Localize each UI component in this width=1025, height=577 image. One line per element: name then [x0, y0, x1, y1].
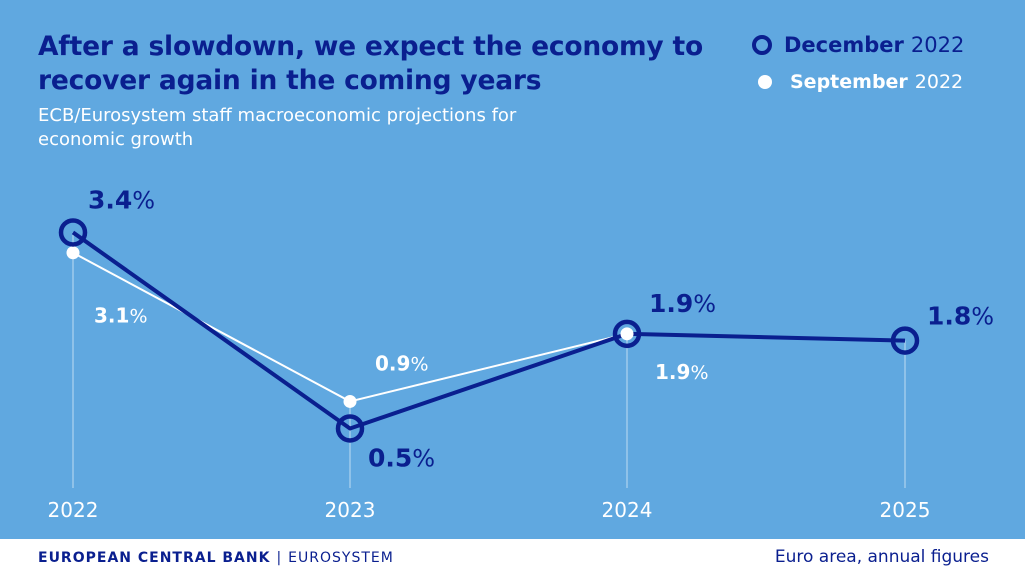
point-september-2024 — [620, 327, 634, 341]
point-september-2022 — [66, 246, 80, 260]
point-december-2022 — [58, 218, 88, 247]
data-label-december-2024: 1.9% — [649, 289, 716, 318]
x-tick-label-2023: 2023 — [325, 498, 376, 522]
footer-note: Euro area, annual figures — [774, 547, 989, 567]
data-label-september-2023: 0.9% — [375, 351, 429, 375]
line-chart: 3.4% 0.5% 1.9% 1.8% 3.1% 0.9% 1.9% 2022 2023 2024… — [48, 185, 995, 522]
legend-item-september: September 2022 — [758, 71, 963, 93]
data-label-september-2022: 3.1% — [94, 304, 148, 328]
legend-label-december-name: December — [784, 33, 904, 57]
footer-separator: | — [276, 550, 283, 566]
legend-label-september-name: September — [790, 71, 908, 93]
footer-branding: EUROPEAN CENTRAL BANK | EUROSYSTEM — [38, 550, 394, 566]
point-december-2025 — [890, 326, 920, 355]
legend-label-december-year: 2022 — [910, 33, 965, 57]
x-tick-label-2025: 2025 — [880, 498, 931, 522]
footer-system-name: EUROSYSTEM — [288, 550, 394, 566]
footer-bank-name: EUROPEAN CENTRAL BANK — [38, 550, 271, 566]
ring-marker-icon — [752, 35, 772, 55]
dot-marker-icon — [758, 75, 772, 89]
point-september-2023 — [343, 394, 357, 408]
chart-title: After a slowdown, we expect the economy … — [38, 31, 704, 96]
series-line-december — [71, 230, 906, 431]
chart-subtitle: ECB/Eurosystem staff macroeconomic proje… — [38, 105, 517, 150]
data-label-september-2024: 1.9% — [655, 360, 709, 384]
data-label-december-2023: 0.5% — [368, 443, 435, 472]
series-line-september — [72, 251, 628, 403]
legend-label-september-year: 2022 — [914, 71, 964, 93]
x-tick-label-2022: 2022 — [48, 498, 99, 522]
x-tick-label-2024: 2024 — [602, 498, 653, 522]
data-label-december-2025: 1.8% — [927, 302, 994, 331]
chart-panel: After a slowdown, we expect the economy … — [0, 0, 1025, 539]
point-december-2024 — [612, 319, 642, 349]
point-december-2023 — [335, 414, 365, 443]
data-label-december-2022: 3.4% — [88, 185, 155, 214]
legend-item-december: December 2022 — [752, 33, 964, 57]
